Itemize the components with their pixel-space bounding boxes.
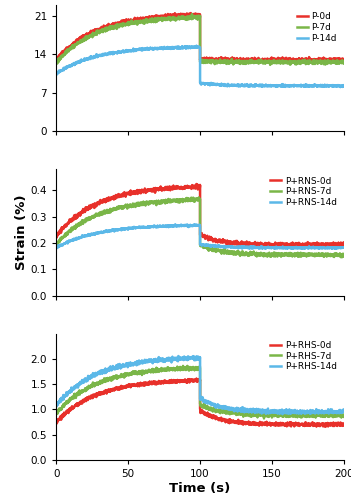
- Legend: P+RNS-0d, P+RNS-7d, P+RNS-14d: P+RNS-0d, P+RNS-7d, P+RNS-14d: [267, 174, 339, 210]
- Legend: P-0d, P-7d, P-14d: P-0d, P-7d, P-14d: [294, 10, 339, 46]
- Legend: P+RHS-0d, P+RHS-7d, P+RHS-14d: P+RHS-0d, P+RHS-7d, P+RHS-14d: [267, 338, 339, 374]
- Y-axis label: Strain (%): Strain (%): [15, 194, 28, 270]
- X-axis label: Time (s): Time (s): [170, 482, 231, 495]
